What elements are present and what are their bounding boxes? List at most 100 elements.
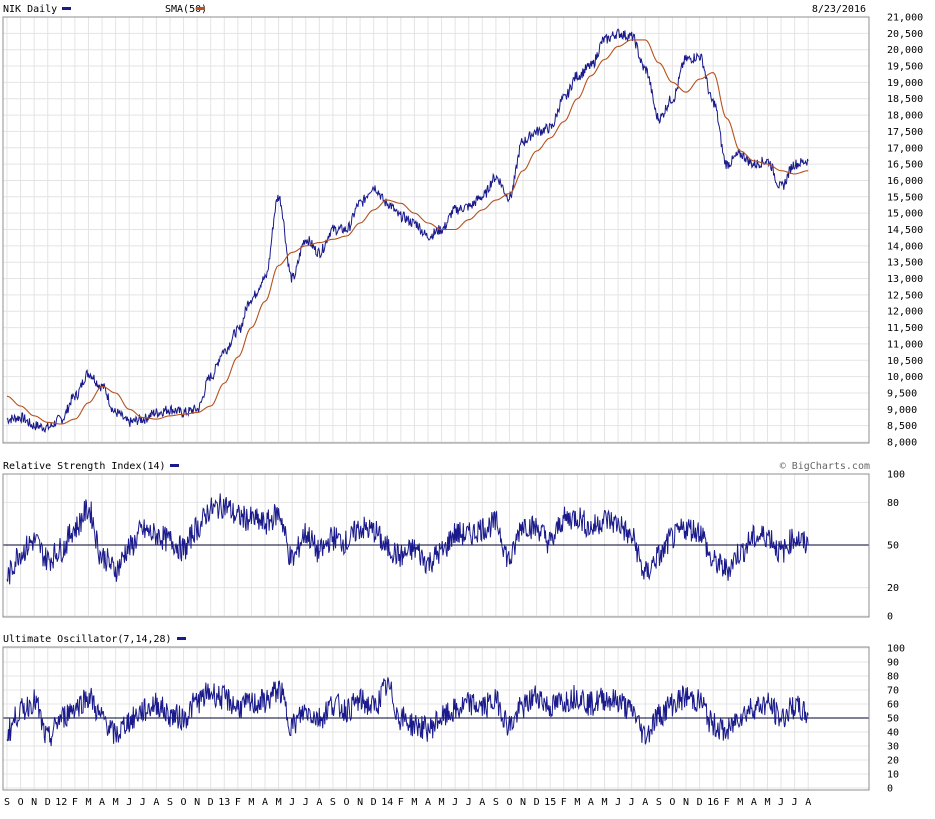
x-tick-label: J xyxy=(792,797,798,808)
x-tick-label: D xyxy=(208,797,214,808)
y-tick-label: 11,000 xyxy=(887,339,923,350)
y-tick-label: 50 xyxy=(887,541,899,552)
x-tick-label: 16 xyxy=(707,797,719,808)
x-tick-label: J xyxy=(615,797,621,808)
x-tick-label: N xyxy=(31,797,37,808)
series-line-relative-strength-index-14 xyxy=(6,493,809,585)
y-tick-label: 19,000 xyxy=(887,78,923,89)
x-tick-label: F xyxy=(72,797,78,808)
y-tick-label: 90 xyxy=(887,658,899,669)
x-tick-label: D xyxy=(45,797,51,808)
x-tick-label: D xyxy=(697,797,703,808)
grid-layer xyxy=(3,16,869,790)
y-tick-label: 12,500 xyxy=(887,290,923,301)
x-tick-label: J xyxy=(778,797,784,808)
x-tick-label: S xyxy=(4,797,10,808)
x-tick-label: A xyxy=(805,797,811,808)
x-tick-label: J xyxy=(629,797,635,808)
x-tick-label: A xyxy=(642,797,648,808)
x-tick-label: 13 xyxy=(218,797,230,808)
y-tick-label: 9,500 xyxy=(887,388,917,399)
y-tick-label: 60 xyxy=(887,700,899,711)
series-line-sma-50 xyxy=(6,39,809,425)
x-tick-label: M xyxy=(411,797,417,808)
y-tick-label: 8,000 xyxy=(887,438,917,449)
x-tick-label: S xyxy=(656,797,662,808)
price-series-label: NIK Daily xyxy=(3,4,57,15)
y-tick-label: 13,500 xyxy=(887,258,923,269)
x-tick-label: O xyxy=(18,797,24,808)
y-tick-label: 21,000 xyxy=(887,13,923,24)
x-tick-label: M xyxy=(574,797,580,808)
x-tick-label: N xyxy=(683,797,689,808)
x-tick-label: J xyxy=(466,797,472,808)
series-layer xyxy=(3,28,869,747)
y-tick-label: 14,000 xyxy=(887,241,923,252)
x-tick-label: F xyxy=(235,797,241,808)
x-tick-label: J xyxy=(303,797,309,808)
y-tick-label: 40 xyxy=(887,728,899,739)
y-tick-label: 10,500 xyxy=(887,356,923,367)
x-tick-label: A xyxy=(262,797,268,808)
y-tick-label: 16,500 xyxy=(887,160,923,171)
tick-layer: 8,000 8,500 9,000 9,500 10,000 10,500 11,000 11… xyxy=(4,13,923,809)
x-tick-label: A xyxy=(425,797,431,808)
x-tick-label: N xyxy=(357,797,363,808)
x-tick-label: 12 xyxy=(55,797,67,808)
panel-frame xyxy=(2,473,870,618)
y-tick-label: 14,500 xyxy=(887,225,923,236)
y-tick-label: 10 xyxy=(887,770,899,781)
series-line-nik-daily xyxy=(6,28,809,433)
y-tick-label: 0 xyxy=(887,612,893,623)
x-tick-label: M xyxy=(439,797,445,808)
y-tick-label: 20 xyxy=(887,756,899,767)
x-tick-label: D xyxy=(371,797,377,808)
x-tick-label: J xyxy=(126,797,132,808)
x-tick-label: S xyxy=(330,797,336,808)
x-tick-label: F xyxy=(561,797,567,808)
y-tick-label: 20,000 xyxy=(887,45,923,56)
rsi-series-label: Relative Strength Index(14) xyxy=(3,461,166,472)
x-tick-label: A xyxy=(588,797,594,808)
y-tick-label: 9,000 xyxy=(887,405,917,416)
y-tick-label: 30 xyxy=(887,742,899,753)
x-tick-label: M xyxy=(276,797,282,808)
x-tick-label: O xyxy=(506,797,512,808)
y-tick-label: 70 xyxy=(887,686,899,697)
x-tick-label: S xyxy=(167,797,173,808)
y-tick-label: 50 xyxy=(887,714,899,725)
y-tick-label: 10,000 xyxy=(887,372,923,383)
sma-series-label: SMA(50) xyxy=(165,4,207,15)
y-tick-label: 16,000 xyxy=(887,176,923,187)
x-tick-label: O xyxy=(343,797,349,808)
bigcharts-credit: © BigCharts.com xyxy=(780,461,870,472)
y-tick-label: 12,000 xyxy=(887,307,923,318)
x-tick-label: D xyxy=(534,797,540,808)
x-tick-label: 14 xyxy=(381,797,393,808)
y-tick-label: 20,500 xyxy=(887,29,923,40)
y-tick-label: 80 xyxy=(887,498,899,509)
x-tick-label: M xyxy=(602,797,608,808)
y-tick-label: 17,000 xyxy=(887,143,923,154)
x-tick-label: J xyxy=(452,797,458,808)
x-tick-label: J xyxy=(140,797,146,808)
x-tick-label: M xyxy=(113,797,119,808)
y-tick-label: 80 xyxy=(887,672,899,683)
x-tick-label: 15 xyxy=(544,797,556,808)
y-tick-label: 20 xyxy=(887,583,899,594)
x-tick-label: A xyxy=(316,797,322,808)
x-tick-label: M xyxy=(737,797,743,808)
y-tick-label: 15,000 xyxy=(887,209,923,220)
y-tick-label: 11,500 xyxy=(887,323,923,334)
x-tick-label: F xyxy=(724,797,730,808)
x-tick-label: M xyxy=(85,797,91,808)
y-tick-label: 8,500 xyxy=(887,421,917,432)
ultimate-series-label: Ultimate Oscillator(7,14,28) xyxy=(3,634,172,645)
y-tick-label: 13,000 xyxy=(887,274,923,285)
ultimate-legend-swatch xyxy=(177,637,186,640)
y-tick-label: 18,500 xyxy=(887,94,923,105)
x-tick-label: A xyxy=(479,797,485,808)
x-tick-label: A xyxy=(99,797,105,808)
